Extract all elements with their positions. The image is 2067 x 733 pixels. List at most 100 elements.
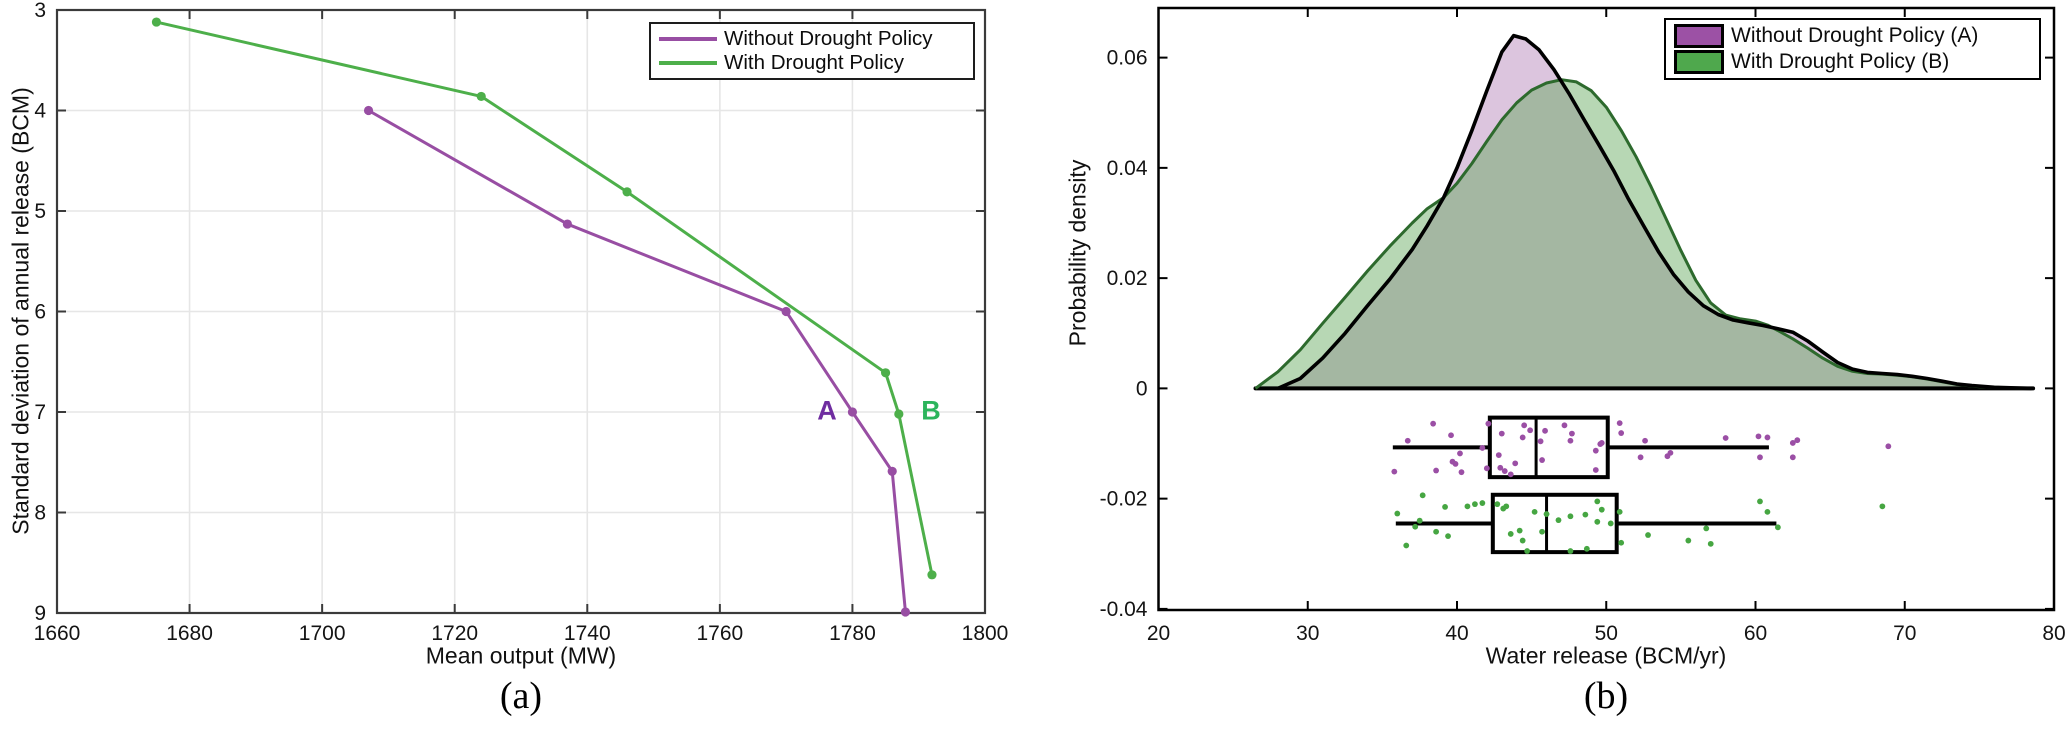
y-tick-label: 0.06 bbox=[1107, 47, 1148, 70]
scatter-point bbox=[1472, 501, 1478, 508]
scatter-point bbox=[1457, 450, 1463, 457]
scatter-point bbox=[1501, 468, 1508, 474]
scatter-point bbox=[1404, 437, 1411, 444]
kde-fill-without-policy bbox=[1277, 35, 2032, 389]
y-tick-label: -0.04 bbox=[1100, 598, 1148, 621]
panel-a-y-axis-label: Standard deviation of annual release (BC… bbox=[7, 87, 34, 535]
x-tick-label: 40 bbox=[1445, 622, 1468, 645]
scatter-point bbox=[1503, 503, 1510, 510]
scatter-point bbox=[1616, 508, 1623, 515]
legend-row: With Drought Policy (B) bbox=[1674, 49, 2031, 75]
scatter-point bbox=[1537, 438, 1544, 445]
data-point-marker bbox=[880, 368, 891, 378]
panel-b-caption: (b) bbox=[1583, 675, 1629, 717]
x-tick-label: 30 bbox=[1296, 622, 1319, 645]
scatter-point bbox=[1507, 531, 1514, 537]
data-point-marker bbox=[622, 187, 632, 197]
scatter-point bbox=[1707, 540, 1714, 547]
scatter-point bbox=[1637, 454, 1644, 461]
scatter-point bbox=[1607, 520, 1614, 527]
panel-b-x-axis-label: Water release (BCM/yr) bbox=[1485, 642, 1727, 669]
data-point-marker bbox=[894, 409, 904, 419]
y-tick-label: 3 bbox=[34, 0, 46, 22]
scatter-point bbox=[1794, 437, 1801, 444]
scatter-point bbox=[1498, 430, 1505, 437]
scatter-point bbox=[1433, 467, 1440, 474]
scatter-point bbox=[1764, 434, 1771, 441]
data-point-marker bbox=[847, 407, 858, 417]
scatter-point bbox=[1685, 537, 1692, 544]
data-point-marker bbox=[363, 105, 374, 116]
y-tick-label: 0.04 bbox=[1107, 157, 1148, 180]
scatter-point bbox=[1757, 454, 1763, 461]
scatter-point bbox=[1879, 503, 1886, 510]
scatter-point bbox=[1592, 447, 1599, 454]
scatter-point bbox=[1555, 517, 1562, 524]
scatter-point bbox=[1703, 525, 1710, 532]
panel-a-annotation-B: B bbox=[921, 395, 941, 426]
x-tick-label: 1700 bbox=[299, 622, 346, 645]
y-tick-label: 9 bbox=[34, 602, 46, 625]
scatter-point bbox=[1569, 430, 1575, 437]
scatter-point bbox=[1539, 528, 1545, 535]
legend-label: Without Drought Policy (A) bbox=[1731, 24, 1979, 47]
scatter-point bbox=[1464, 503, 1471, 510]
scatter-point bbox=[1445, 533, 1451, 540]
legend-row: With Drought Policy bbox=[659, 51, 965, 75]
scatter-point bbox=[1412, 523, 1419, 530]
scatter-point bbox=[1419, 492, 1426, 499]
legend-label: With Drought Policy (B) bbox=[1731, 50, 1950, 73]
scatter-point bbox=[1542, 427, 1548, 434]
y-tick-label: 5 bbox=[34, 200, 46, 223]
scatter-point bbox=[1403, 542, 1410, 549]
kde-outline-without-policy bbox=[1277, 33, 2032, 391]
scatter-point bbox=[1539, 457, 1545, 463]
scatter-point bbox=[1543, 511, 1550, 517]
scatter-point bbox=[1561, 422, 1568, 429]
scatter-point bbox=[1452, 461, 1459, 467]
scatter-point bbox=[1664, 453, 1671, 460]
scatter-point bbox=[1789, 440, 1796, 446]
legend-row: Without Drought Policy bbox=[659, 27, 965, 51]
data-point-marker bbox=[562, 219, 573, 229]
legend-line-sample-purple bbox=[659, 37, 717, 41]
scatter-point bbox=[1391, 468, 1398, 475]
scatter-point bbox=[1582, 511, 1589, 518]
panel-a-caption: (a) bbox=[499, 675, 543, 717]
x-tick-label: 1740 bbox=[564, 622, 611, 645]
scatter-point bbox=[1531, 508, 1538, 515]
x-tick-label: 60 bbox=[1744, 622, 1767, 645]
legend-swatch-purple bbox=[1674, 24, 1724, 48]
data-point-marker bbox=[476, 91, 486, 102]
data-point-marker bbox=[927, 570, 937, 580]
series-line bbox=[367, 109, 907, 613]
y-tick-label: 4 bbox=[34, 100, 46, 123]
scatter-point bbox=[1645, 532, 1651, 538]
scatter-point bbox=[1567, 437, 1574, 444]
scatter-point bbox=[1598, 440, 1605, 446]
legend-label: Without Drought Policy bbox=[724, 27, 933, 50]
scatter-point bbox=[1774, 524, 1781, 531]
scatter-point bbox=[1618, 430, 1625, 436]
scatter-point bbox=[1527, 427, 1534, 434]
scatter-point bbox=[1755, 433, 1762, 440]
y-tick-label: 0 bbox=[1136, 377, 1148, 400]
scatter-point bbox=[1394, 510, 1401, 517]
scatter-point bbox=[1519, 537, 1526, 544]
scatter-point bbox=[1497, 464, 1504, 471]
panel-a-legend: Without Drought Policy With Drought Poli… bbox=[649, 22, 975, 80]
legend-row: Without Drought Policy (A) bbox=[1674, 23, 2031, 49]
scatter-point bbox=[1642, 437, 1648, 444]
y-tick-label: 7 bbox=[34, 401, 46, 424]
scatter-point bbox=[1789, 454, 1796, 461]
data-point-marker bbox=[781, 306, 791, 317]
x-tick-label: 80 bbox=[2042, 622, 2065, 645]
scatter-point bbox=[1430, 420, 1437, 427]
data-point-marker bbox=[151, 17, 162, 27]
y-tick-label: -0.02 bbox=[1100, 488, 1148, 511]
scatter-point bbox=[1598, 506, 1605, 513]
scatter-point bbox=[1583, 545, 1590, 552]
scatter-point bbox=[1416, 517, 1423, 524]
scatter-point bbox=[1507, 471, 1514, 478]
